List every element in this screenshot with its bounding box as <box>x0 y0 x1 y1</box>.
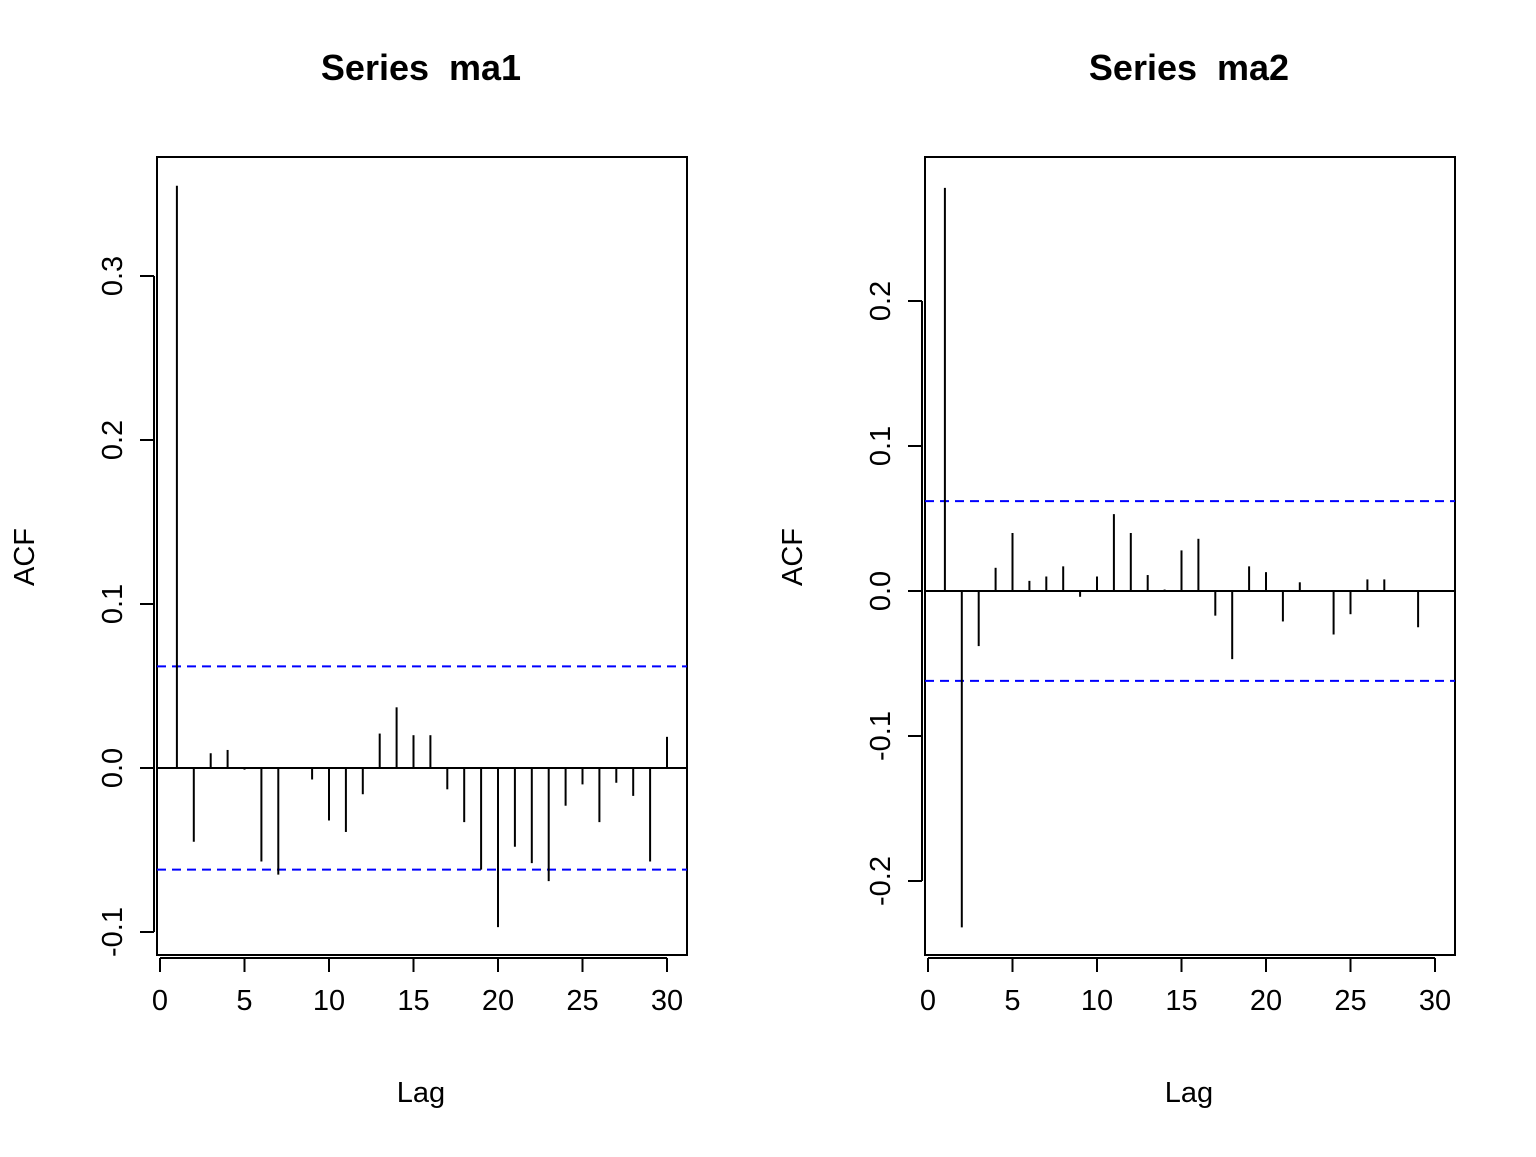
x-tick-label: 10 <box>313 985 345 1017</box>
acf-marks <box>925 187 1455 928</box>
chart-title: Series ma2 <box>1089 47 1289 88</box>
y-axis-label: ACF <box>9 528 41 586</box>
x-tick-label: 15 <box>397 985 429 1017</box>
x-tick-label: 30 <box>651 985 683 1017</box>
y-axis-label: ACF <box>777 528 809 586</box>
x-tick-label: 20 <box>482 985 514 1017</box>
plot-frame <box>156 156 688 956</box>
y-tick-label: 0.1 <box>865 426 897 466</box>
x-tick-label: 5 <box>236 985 252 1017</box>
x-axis-label: Lag <box>397 1077 445 1109</box>
y-tick-label: 0.0 <box>865 571 897 611</box>
axis-ticks: 0 5 10 15 20 25 30 -0.1 0.0 0.1 0.2 0.3 <box>97 256 683 1017</box>
x-axis-label: Lag <box>1165 1077 1213 1109</box>
x-tick-label: 10 <box>1081 985 1113 1017</box>
y-tick-label: -0.2 <box>865 856 897 906</box>
x-tick-label: 25 <box>566 985 598 1017</box>
acf-panel-ma2: Series ma2 0 5 10 15 20 25 30 -0.2 -0.1 0.0 0.1 0.2… <box>777 47 1456 1109</box>
y-tick-label: 0.2 <box>97 420 129 460</box>
plot-frame <box>924 156 1456 956</box>
y-tick-label: 0.2 <box>865 281 897 321</box>
x-tick-label: 0 <box>920 985 936 1017</box>
x-tick-label: 25 <box>1334 985 1366 1017</box>
acf-panel-ma1: Series ma1 0 5 10 15 20 25 30-0.10.00.10.20.3 … <box>9 47 688 1109</box>
y-tick-label: 0.0 <box>97 748 129 788</box>
y-tick-label: -0.1 <box>865 711 897 761</box>
x-tick-label: 30 <box>1419 985 1451 1017</box>
x-tick-label: 0 <box>152 985 168 1017</box>
x-tick-label: 20 <box>1250 985 1282 1017</box>
axis-ticks: 0 5 10 15 20 25 30 -0.2 -0.1 0.0 0.1 0.2 <box>865 281 1451 1017</box>
x-tick-label: 15 <box>1165 985 1197 1017</box>
x-tick-label: 5 <box>1004 985 1020 1017</box>
y-tick-label: -0.1 <box>97 907 129 957</box>
y-tick-label: 0.1 <box>97 584 129 624</box>
y-tick-label: 0.3 <box>97 256 129 296</box>
chart-title: Series ma1 <box>321 47 521 88</box>
acf-marks <box>157 185 687 928</box>
